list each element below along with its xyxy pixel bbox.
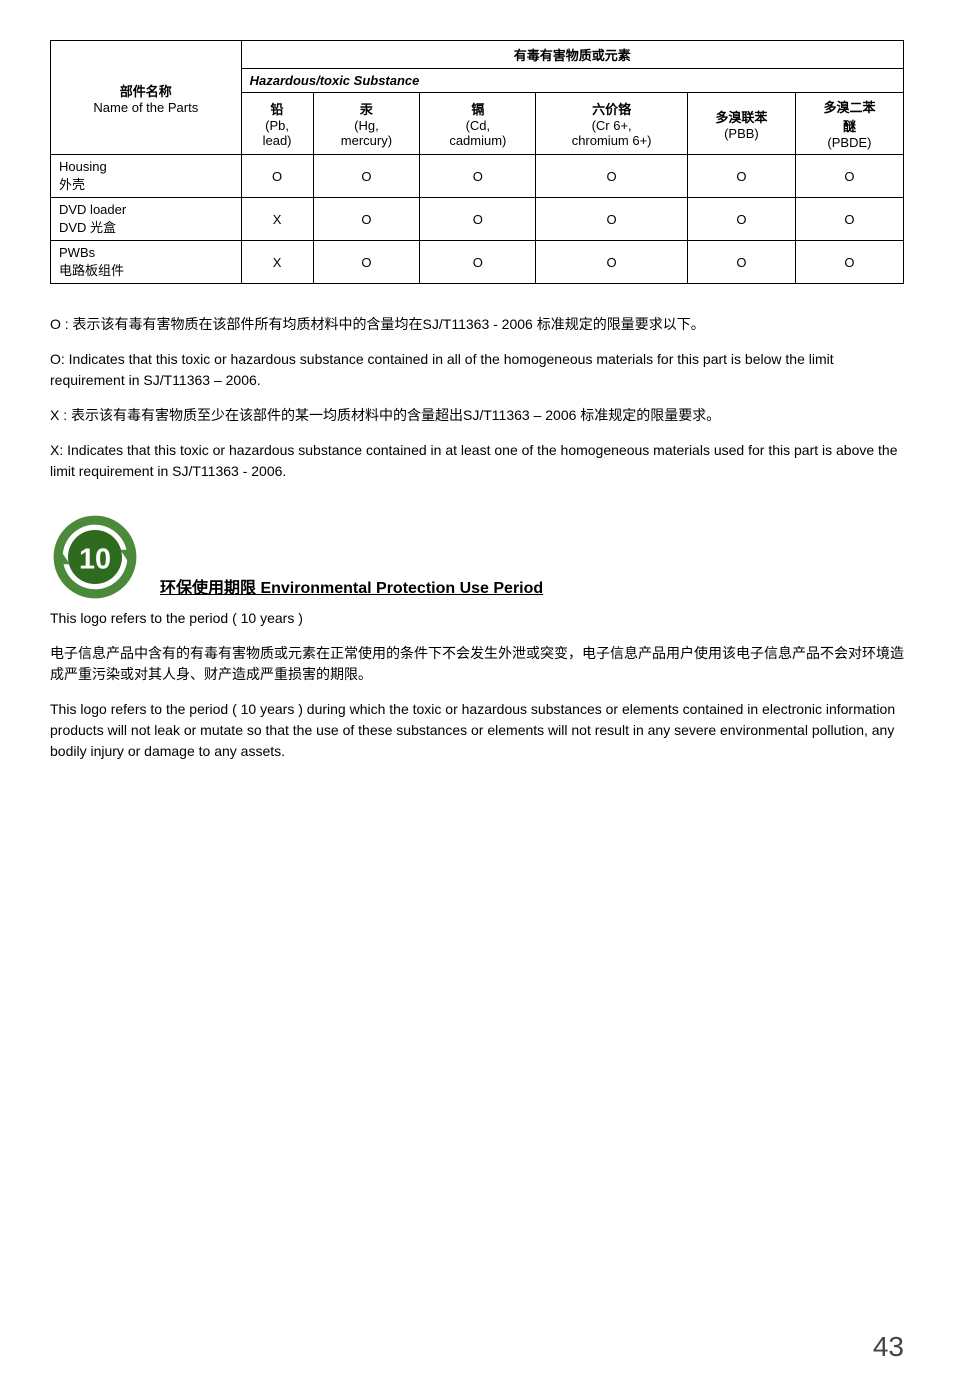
table-row: Housing 外壳 O O O O O O: [51, 155, 904, 198]
substance-table: 部件名称 Name of the Parts 有毒有害物质或元素 Hazardo…: [50, 40, 904, 284]
part-label-en: Name of the Parts: [59, 100, 233, 115]
note-o-cn: O : 表示该有毒有害物质在该部件所有均质材料中的含量均在SJ/T11363 -…: [50, 314, 904, 335]
col-hg: 汞 (Hg, mercury): [313, 93, 420, 155]
page-number: 43: [873, 1331, 904, 1363]
section-p3: This logo refers to the period ( 10 year…: [50, 699, 904, 762]
part-label-cell: 部件名称 Name of the Parts: [51, 41, 242, 155]
col-pb: 铅 (Pb, lead): [241, 93, 313, 155]
note-x-cn: X : 表示该有毒有害物质至少在该部件的某一均质材料中的含量超出SJ/T1136…: [50, 405, 904, 426]
recycle-logo-icon: 10: [50, 512, 140, 602]
table-row: PWBs 电路板组件 X O O O O O: [51, 241, 904, 284]
col-pbb: 多溴联苯 (PBB): [687, 93, 795, 155]
table-row: DVD loader DVD 光盒 X O O O O O: [51, 198, 904, 241]
col-cd: 镉 (Cd, cadmium): [420, 93, 536, 155]
section-title: 环保使用期限 Environmental Protection Use Peri…: [160, 574, 543, 602]
table-header-main: 有毒有害物质或元素: [241, 41, 903, 69]
col-cr: 六价铬 (Cr 6+, chromium 6+): [536, 93, 688, 155]
note-x-en: X: Indicates that this toxic or hazardou…: [50, 440, 904, 482]
note-o-en: O: Indicates that this toxic or hazardou…: [50, 349, 904, 391]
part-label-cn: 部件名称: [59, 81, 233, 100]
logo-section: 10 环保使用期限 Environmental Protection Use P…: [50, 512, 904, 602]
table-header-sub: Hazardous/toxic Substance: [241, 69, 903, 93]
section-p1: This logo refers to the period ( 10 year…: [50, 608, 904, 629]
svg-text:10: 10: [79, 544, 111, 576]
section-p2: 电子信息产品中含有的有毒有害物质或元素在正常使用的条件下不会发生外泄或突变，电子…: [50, 643, 904, 685]
col-pbde: 多溴二苯 醚 (PBDE): [795, 93, 903, 155]
